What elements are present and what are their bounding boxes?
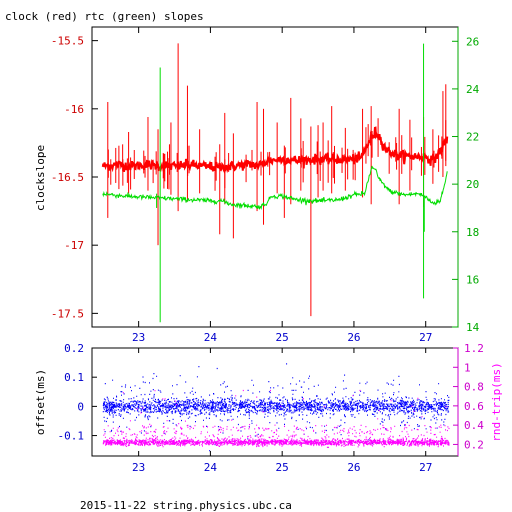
bottom-y-tick-label: 0.2 xyxy=(64,342,84,355)
top-y-tick-label: -16.5 xyxy=(51,171,84,184)
top-series-group xyxy=(101,43,449,323)
offset-points xyxy=(102,363,450,452)
bottom-y2-tick-label: 1 xyxy=(464,361,471,374)
bottom-y-axis-label: offset(ms) xyxy=(34,369,47,435)
top-y2-tick-label: 18 xyxy=(466,226,479,239)
top-y-axis-label: clockslope xyxy=(34,145,47,211)
top-y2-tick-label: 26 xyxy=(466,35,479,48)
top-y2-tick-label: 22 xyxy=(466,131,479,144)
top-y2-tick-label: 20 xyxy=(466,178,479,191)
top-y-tick-label: -17 xyxy=(64,239,84,252)
bottom-x-tick-label: 24 xyxy=(204,461,218,474)
footer-text: 2015-11-22 string.physics.ubc.ca xyxy=(80,499,292,512)
top-y-tick-label: -15.5 xyxy=(51,35,84,48)
bottom-x-tick-label: 27 xyxy=(419,461,432,474)
bottom-y2-tick-label: 0.6 xyxy=(464,400,484,413)
top-y2-tick-label: 14 xyxy=(466,321,480,334)
top-y2-tick-label: 16 xyxy=(466,273,479,286)
rnd-trip-points xyxy=(102,389,450,448)
bottom-y2-tick-label: 1.2 xyxy=(464,342,484,355)
top-y2-tick-label: 24 xyxy=(466,83,480,96)
bottom-y2-axis-label: rnd-trip(ms) xyxy=(490,362,503,441)
top-y-tick-label: -16 xyxy=(64,103,84,116)
bottom-y2-tick-label: 0.2 xyxy=(464,438,484,451)
bottom-axis-group: 23 24 25 26 27 0.2 0.1 0 -0.1 1.2 1 0.8 0.6 0.4 0.2 xyxy=(58,342,485,474)
bottom-x-tick-label: 23 xyxy=(132,461,145,474)
bottom-plot: 23 24 25 26 27 0.2 0.1 0 -0.1 1.2 1 0.8 0.6 0.4 0.2 of… xyxy=(34,342,503,474)
top-axis-group: 23 24 25 26 27 -15.5 -16 -16.5 -17 -17.5 14 16 18 20 2… xyxy=(51,27,480,344)
top-x-tick-label: 26 xyxy=(347,331,360,344)
top-plot: 23 24 25 26 27 -15.5 -16 -16.5 -17 -17.5 14 16 18 20 2… xyxy=(34,26,480,344)
top-y-tick-label: -17.5 xyxy=(51,307,84,320)
bottom-y2-tick-label: 0.8 xyxy=(464,381,484,394)
rtc-series-line xyxy=(102,165,448,210)
bottom-x-tick-label: 26 xyxy=(347,461,360,474)
top-plot-frame xyxy=(91,26,459,328)
bottom-y-tick-label: 0.1 xyxy=(64,371,84,384)
top-x-tick-label: 24 xyxy=(204,331,218,344)
top-x-tick-label: 23 xyxy=(132,331,145,344)
bottom-y-tick-label: -0.1 xyxy=(58,430,85,443)
bottom-y-tick-label: 0 xyxy=(77,400,84,413)
bottom-y2-tick-label: 0.4 xyxy=(464,419,484,432)
top-x-tick-label: 27 xyxy=(419,331,432,344)
chart-title: clock (red) rtc (green) slopes xyxy=(5,10,204,23)
bottom-x-tick-label: 25 xyxy=(276,461,289,474)
bottom-series-group xyxy=(102,363,450,452)
top-x-tick-label: 25 xyxy=(276,331,289,344)
